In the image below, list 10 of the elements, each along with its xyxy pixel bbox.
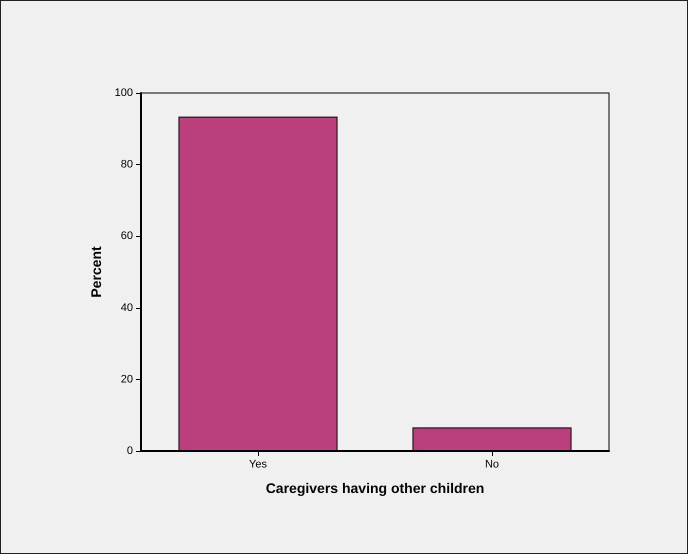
y-tick-label: 60	[120, 230, 133, 242]
x-tick-label: No	[484, 458, 500, 470]
y-tick-label: 20	[120, 373, 133, 386]
y-tick-label: 40	[120, 302, 133, 314]
y-tick-label: 0	[126, 445, 133, 457]
y-tick-label: 80	[120, 158, 133, 171]
x-tick-label: Yes	[249, 458, 268, 470]
y-tick-label: 100	[114, 87, 133, 99]
y-axis-title: Percent	[88, 246, 104, 298]
x-axis-title: Caregivers having other children	[266, 480, 484, 496]
